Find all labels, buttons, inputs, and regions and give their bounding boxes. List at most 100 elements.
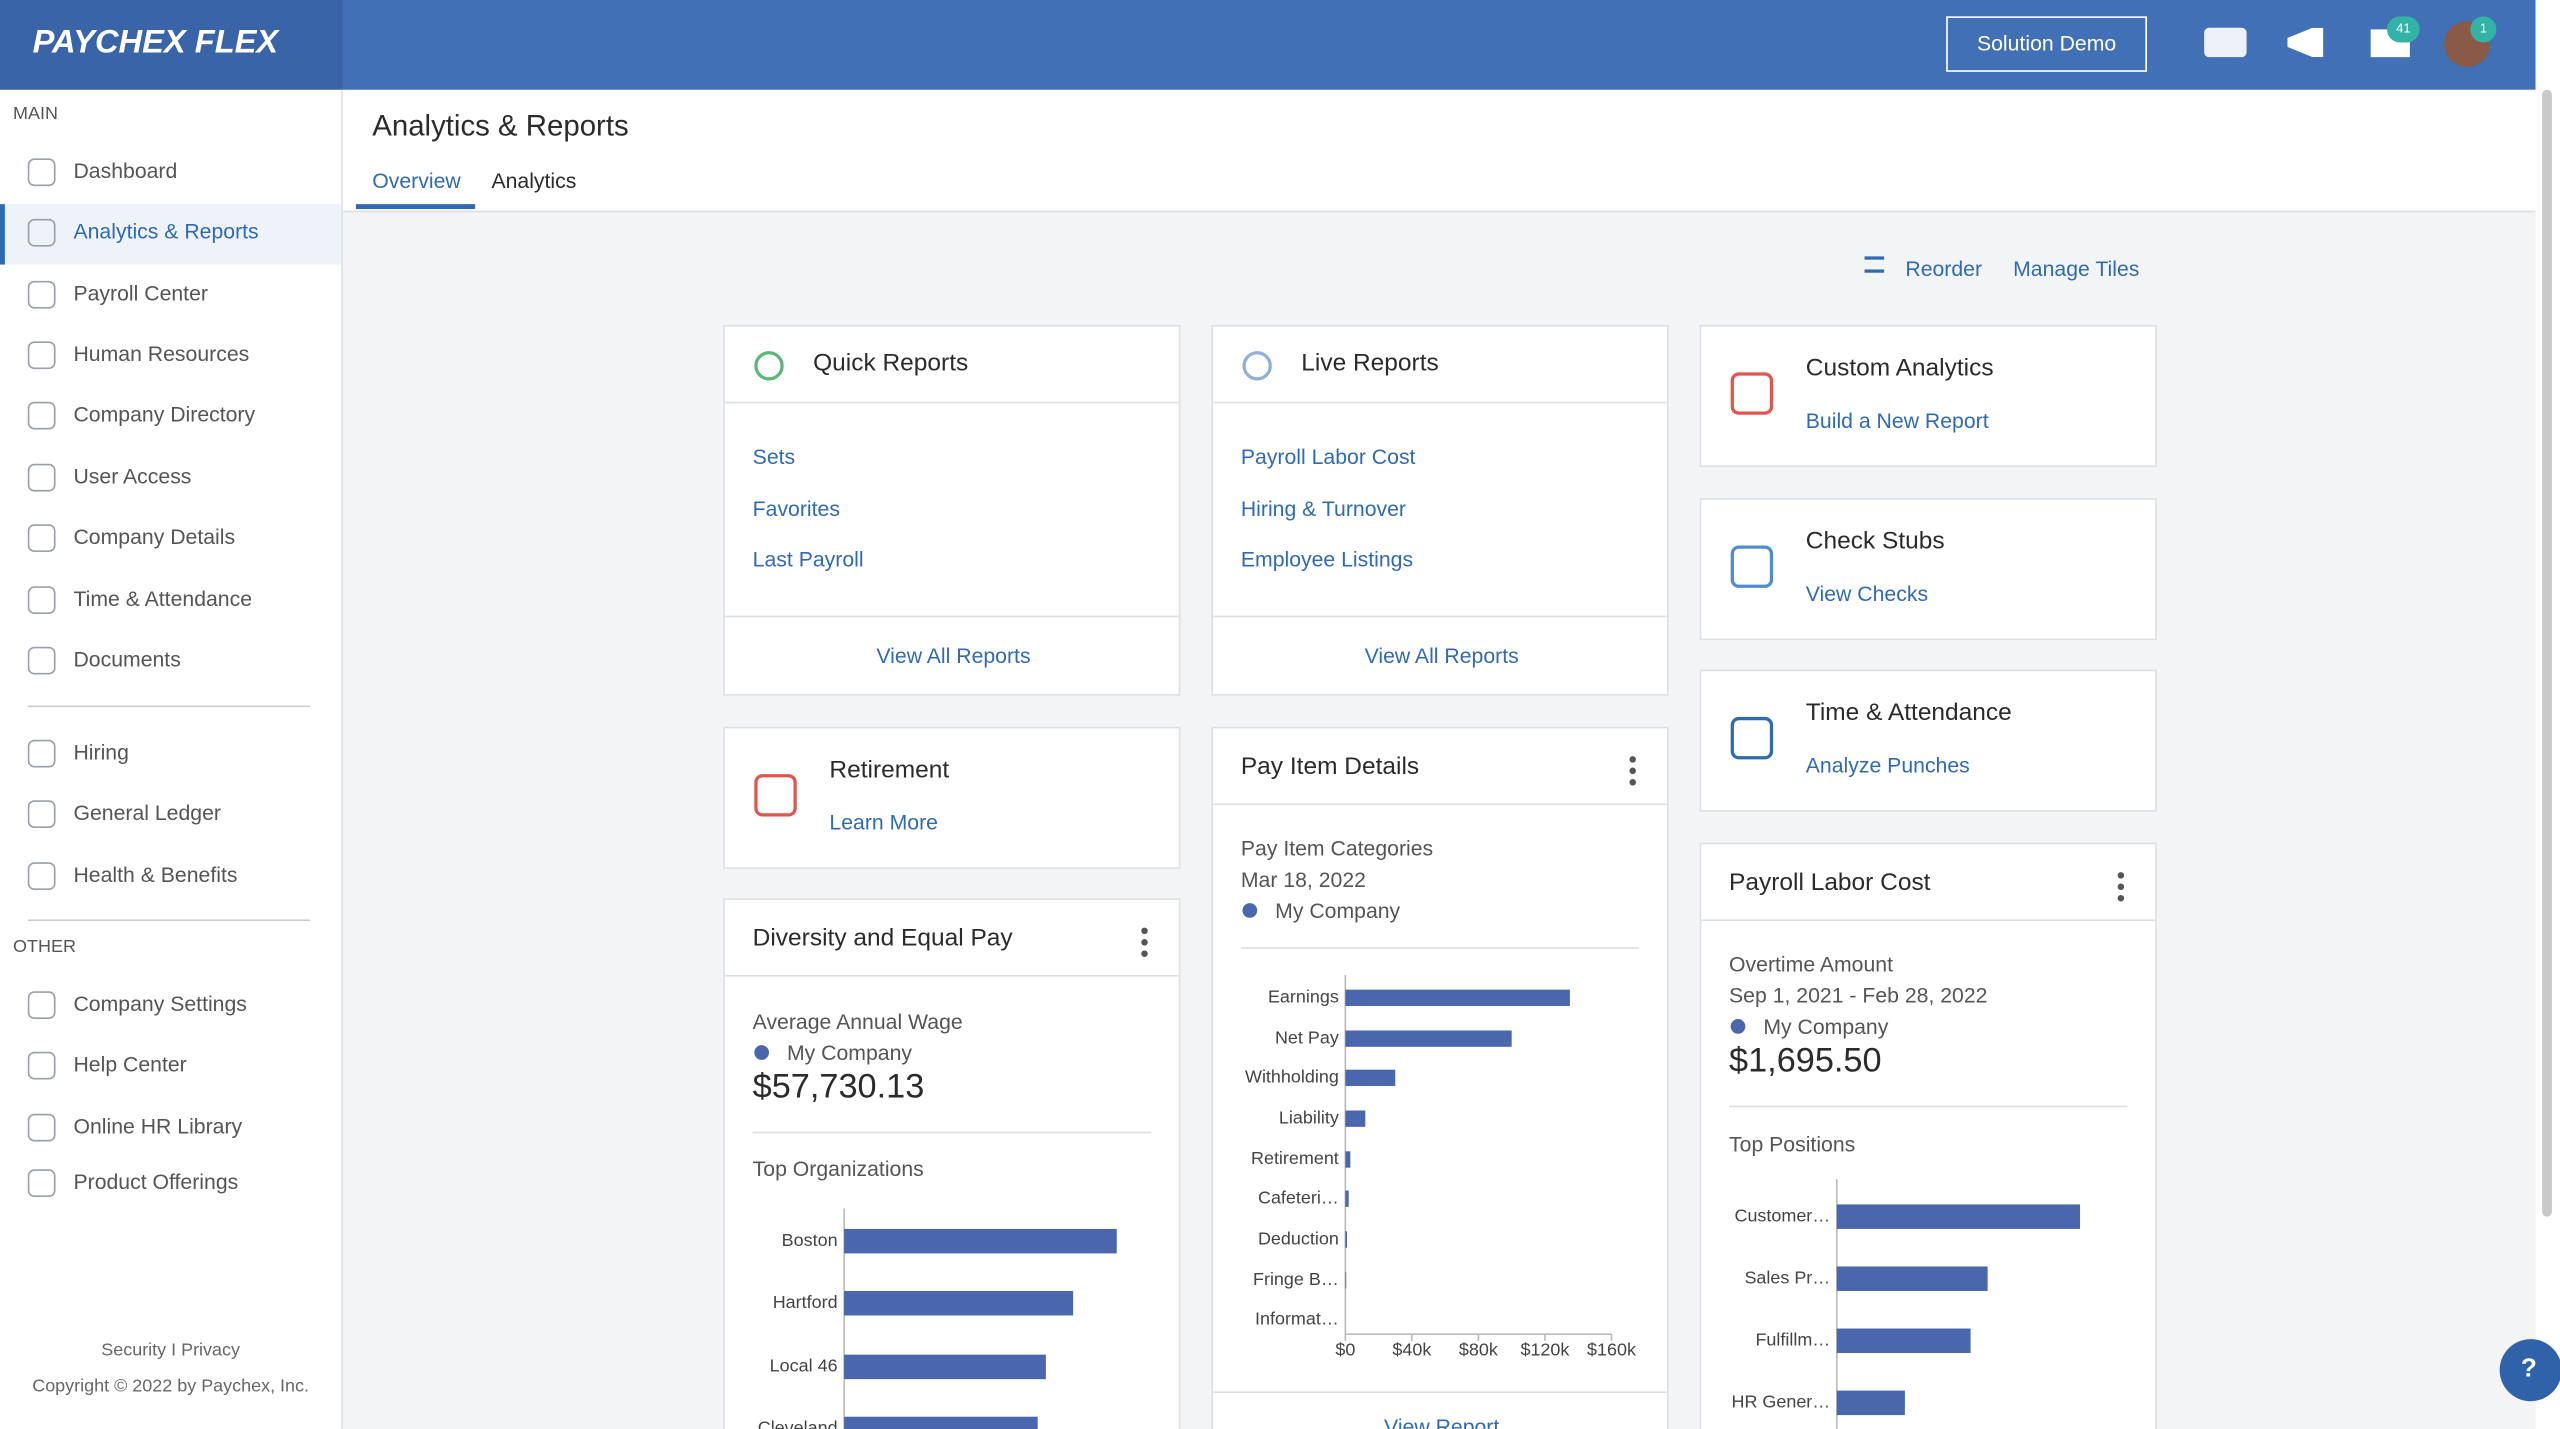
nav-icon <box>27 800 56 828</box>
section-label: OTHER <box>13 937 76 957</box>
tile-icon <box>1730 372 1774 415</box>
demo-button[interactable]: Solution Demo <box>1946 16 2148 72</box>
tile-title: Quick Reports <box>813 349 969 378</box>
divider <box>1729 1105 2128 1108</box>
menu-dot[interactable] <box>2117 894 2125 902</box>
logo-area <box>0 0 343 90</box>
footer-link[interactable]: View All Reports <box>876 643 1031 668</box>
nav-item[interactable]: Company Settings <box>73 991 247 1016</box>
nav-item[interactable]: Company Details <box>73 524 236 549</box>
nav-item[interactable]: Payroll Center <box>73 280 208 306</box>
tile-title: Live Reports <box>1301 349 1439 378</box>
divider <box>752 1131 1152 1134</box>
tile-icon <box>1242 351 1272 381</box>
tile: Quick Reports Sets Favorites Last Payroll Vi… <box>723 324 1181 696</box>
chart-title: Pay Item Categories <box>1240 836 1434 861</box>
menu-dot[interactable] <box>2117 883 2125 891</box>
footer-link[interactable]: View All Reports <box>1364 643 1519 668</box>
tile-link[interactable]: View Checks <box>1805 581 1929 606</box>
nav-item[interactable]: Human Resources <box>73 341 250 366</box>
nav-item[interactable]: Health & Benefits <box>73 862 238 887</box>
report-link[interactable]: Employee Listings <box>1240 547 1414 572</box>
legend-dot <box>1730 1019 1746 1034</box>
tile-title: Custom Analytics <box>1805 354 1994 383</box>
nav-item[interactable]: Help Center <box>73 1051 187 1077</box>
report-link[interactable]: Sets <box>752 444 796 469</box>
mail-badge: 41 <box>2387 16 2420 43</box>
tile-link[interactable]: Analyze Punches <box>1805 752 1970 778</box>
divider <box>1213 1391 1667 1394</box>
people-icon[interactable] <box>2204 27 2247 58</box>
divider <box>724 974 1179 977</box>
nav-item[interactable]: Documents <box>73 646 181 672</box>
nav-icon <box>27 646 56 675</box>
nav-item[interactable]: Dashboard <box>73 158 178 183</box>
report-link[interactable]: Favorites <box>752 496 840 521</box>
logo[interactable]: PAYCHEX FLEX <box>32 24 279 61</box>
chart-title: Top Organizations <box>752 1156 924 1181</box>
nav-item[interactable]: Product Offerings <box>73 1169 239 1194</box>
nav-item[interactable]: Hiring <box>73 739 129 765</box>
tile-icon <box>754 774 797 817</box>
nav-icon <box>27 1051 56 1080</box>
tile-title: Check Stubs <box>1805 527 1945 556</box>
help-button[interactable]: ? <box>2499 1339 2560 1402</box>
nav-item[interactable]: Analytics & Reports <box>73 218 259 244</box>
report-link[interactable]: Hiring & Turnover <box>1240 496 1407 521</box>
legend-dot <box>754 1045 770 1060</box>
sidebar: MAIN Dashboard Analytics & Reports Payroll … <box>0 89 343 1429</box>
tab[interactable]: Analytics <box>491 168 577 193</box>
metric-label: Overtime Amount <box>1729 952 1894 977</box>
tile-link[interactable]: Build a New Report <box>1805 408 1989 433</box>
divider <box>1701 919 2156 922</box>
tile-icon <box>754 351 784 381</box>
nav-item[interactable]: General Ledger <box>73 800 221 825</box>
legend-label: My Company <box>1763 1014 1889 1039</box>
report-link[interactable]: Payroll Labor Cost <box>1240 444 1416 469</box>
scroll-thumb[interactable] <box>2542 89 2552 1217</box>
menu-dot[interactable] <box>1629 767 1636 775</box>
tile: Check Stubs View Checks <box>1699 498 2157 641</box>
date: Sep 1, 2021 - Feb 28, 2022 <box>1729 983 1988 1008</box>
nav-icon <box>27 739 56 768</box>
nav-item[interactable]: Company Directory <box>73 401 256 427</box>
tile: Payroll Labor Cost Overtime Amount Sep 1, … <box>1699 842 2157 1429</box>
divider <box>1213 401 1667 404</box>
menu-dot[interactable] <box>1629 778 1636 786</box>
divider <box>27 705 311 708</box>
footer-link[interactable]: View Report <box>1384 1414 1500 1429</box>
nav-icon <box>27 218 56 247</box>
tile: Retirement Learn More <box>723 726 1181 869</box>
divider <box>1213 803 1667 806</box>
metric-label: Average Annual Wage <box>752 1009 963 1034</box>
tile-link[interactable]: Learn More <box>829 810 938 835</box>
menu-dot[interactable] <box>1141 950 1148 957</box>
menu-dot[interactable] <box>1629 756 1636 763</box>
menu-dot[interactable] <box>1141 939 1148 946</box>
report-link[interactable]: Last Payroll <box>752 547 864 572</box>
nav-icon <box>27 401 56 430</box>
nav-item[interactable]: Online HR Library <box>73 1113 243 1139</box>
nav-icon <box>27 341 56 370</box>
active-bar <box>0 204 5 265</box>
copyright: Copyright © 2022 by Paychex, Inc. <box>32 1376 310 1397</box>
chart-title: Top Positions <box>1729 1131 1856 1157</box>
nav-item[interactable]: User Access <box>73 463 192 489</box>
date: Mar 18, 2022 <box>1240 867 1366 892</box>
divider <box>724 615 1179 618</box>
tile-title: Diversity and Equal Pay <box>752 924 1013 953</box>
nav-icon <box>27 862 56 891</box>
nav-icon <box>27 463 56 492</box>
action-link[interactable]: Reorder <box>1905 256 1983 281</box>
menu-dot[interactable] <box>1141 927 1148 935</box>
nav-icon <box>27 524 56 552</box>
tile: Custom Analytics Build a New Report <box>1699 324 2157 468</box>
nav-item[interactable]: Time & Attendance <box>73 586 253 611</box>
menu-dot[interactable] <box>2117 872 2125 879</box>
tab[interactable]: Overview <box>372 168 461 193</box>
divider <box>1240 947 1640 949</box>
action-link[interactable]: Manage Tiles <box>2013 256 2140 281</box>
section-label: MAIN <box>13 104 58 125</box>
